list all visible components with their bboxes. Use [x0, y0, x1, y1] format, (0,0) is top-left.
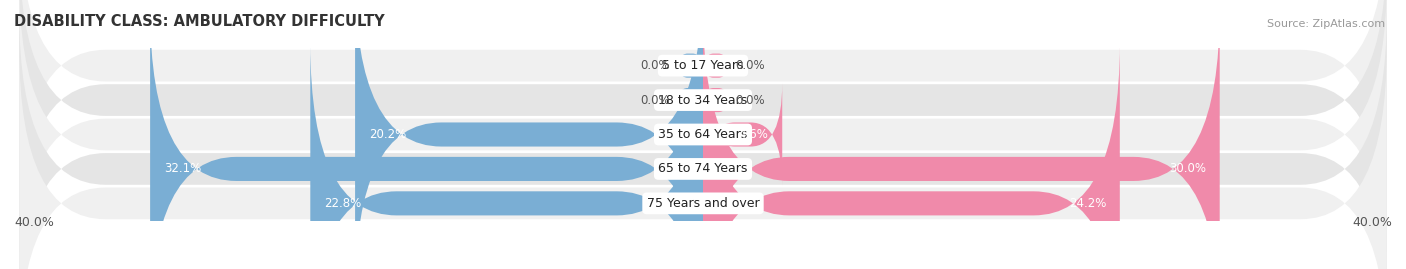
FancyBboxPatch shape — [703, 9, 1219, 269]
FancyBboxPatch shape — [311, 43, 703, 269]
Text: DISABILITY CLASS: AMBULATORY DIFFICULTY: DISABILITY CLASS: AMBULATORY DIFFICULTY — [14, 15, 385, 30]
FancyBboxPatch shape — [703, 43, 1119, 269]
FancyBboxPatch shape — [356, 0, 703, 269]
FancyBboxPatch shape — [703, 54, 728, 78]
Text: 65 to 74 Years: 65 to 74 Years — [658, 162, 748, 175]
Text: 5 to 17 Years: 5 to 17 Years — [662, 59, 744, 72]
FancyBboxPatch shape — [20, 0, 1386, 269]
Text: 40.0%: 40.0% — [1353, 216, 1392, 229]
FancyBboxPatch shape — [20, 47, 1386, 269]
Text: 24.2%: 24.2% — [1069, 197, 1107, 210]
FancyBboxPatch shape — [703, 83, 782, 186]
Text: Source: ZipAtlas.com: Source: ZipAtlas.com — [1267, 19, 1385, 29]
Text: 0.0%: 0.0% — [735, 94, 765, 107]
Text: 30.0%: 30.0% — [1168, 162, 1206, 175]
Text: 20.2%: 20.2% — [368, 128, 406, 141]
FancyBboxPatch shape — [703, 88, 728, 112]
Text: 35 to 64 Years: 35 to 64 Years — [658, 128, 748, 141]
Text: 4.6%: 4.6% — [738, 128, 769, 141]
FancyBboxPatch shape — [20, 13, 1386, 269]
FancyBboxPatch shape — [20, 0, 1386, 256]
FancyBboxPatch shape — [150, 9, 703, 269]
Text: 0.0%: 0.0% — [641, 94, 671, 107]
Text: 22.8%: 22.8% — [323, 197, 361, 210]
FancyBboxPatch shape — [678, 88, 703, 112]
Text: 75 Years and over: 75 Years and over — [647, 197, 759, 210]
Text: 32.1%: 32.1% — [165, 162, 201, 175]
Text: 0.0%: 0.0% — [735, 59, 765, 72]
FancyBboxPatch shape — [20, 0, 1386, 222]
Text: 18 to 34 Years: 18 to 34 Years — [658, 94, 748, 107]
Text: 0.0%: 0.0% — [641, 59, 671, 72]
Text: 40.0%: 40.0% — [14, 216, 53, 229]
FancyBboxPatch shape — [678, 54, 703, 78]
